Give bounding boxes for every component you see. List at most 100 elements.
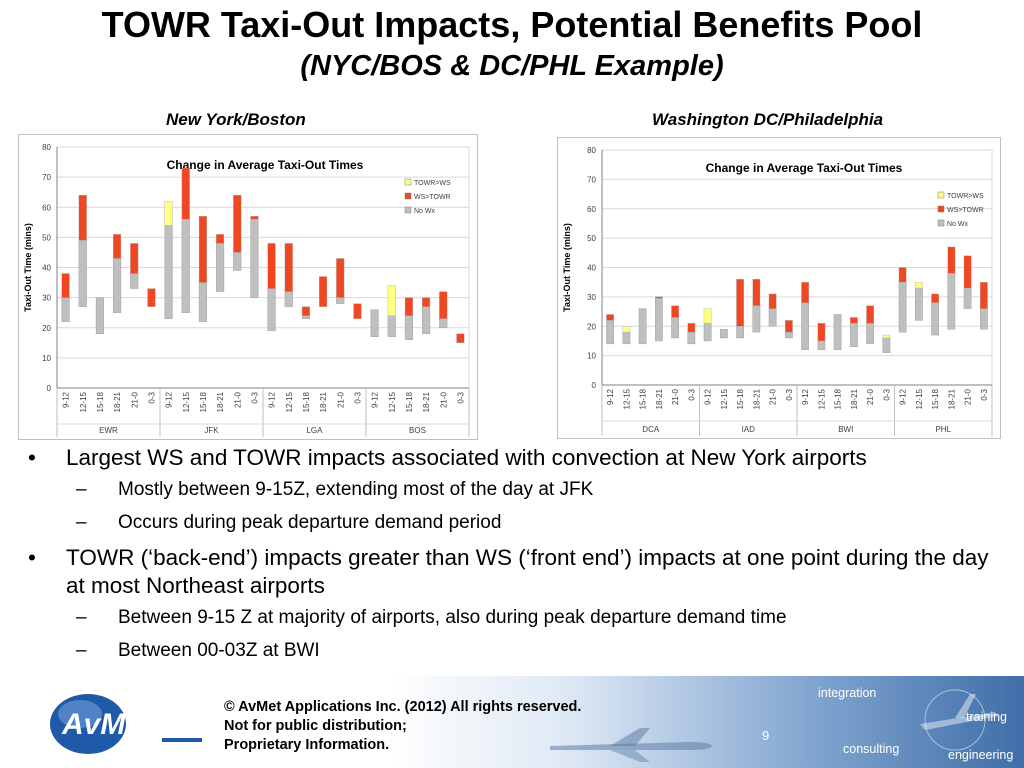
bar-segment-no-wx bbox=[61, 297, 70, 322]
bar-segment-towr-ws bbox=[915, 281, 923, 289]
footer-word-integration: integration bbox=[818, 686, 877, 700]
group-label: DCA bbox=[642, 425, 660, 434]
bar-segment-ws-towr bbox=[817, 323, 826, 342]
bar-segment-no-wx bbox=[931, 302, 939, 336]
y-axis-label: Taxi-Out Time (mins) bbox=[23, 223, 33, 312]
x-tick-label: 9-12 bbox=[165, 391, 174, 408]
sub-bullet-2-1-text: Between 9-15 Z at majority of airports, … bbox=[118, 607, 787, 628]
group-label: BWI bbox=[838, 425, 853, 434]
bar-segment-ws-towr bbox=[404, 297, 413, 316]
bar-segment-no-wx bbox=[801, 302, 809, 350]
bar-segment-no-wx bbox=[687, 331, 696, 345]
bar-segment-no-wx bbox=[606, 320, 614, 345]
x-tick-label: 9-12 bbox=[606, 388, 615, 405]
bar-segment-no-wx bbox=[233, 252, 242, 271]
bullet-1: • Largest WS and TOWR impacts associated … bbox=[28, 445, 867, 470]
bar-segment-ws-towr bbox=[233, 195, 242, 253]
chart-svg: 0 10 20 30 40 50 60 70 80 Taxi-Out Time (mins) Cha… bbox=[562, 146, 993, 436]
x-tick-label: 9-12 bbox=[704, 388, 713, 405]
x-tick-label: 21-0 bbox=[439, 391, 448, 408]
legend-label: TOWR>WS bbox=[947, 193, 984, 200]
y-tick-label: 10 bbox=[587, 352, 596, 361]
chart-title: Change in Average Taxi-Out Times bbox=[167, 158, 364, 172]
group-label: JFK bbox=[204, 426, 219, 435]
x-tick-label: 15-18 bbox=[96, 391, 105, 412]
y-tick-label: 40 bbox=[42, 264, 51, 273]
x-tick-label: 12-15 bbox=[817, 388, 826, 409]
legend-swatch bbox=[937, 191, 945, 199]
x-tick-label: 15-18 bbox=[931, 388, 940, 409]
sub-bullet-2-2: – Between 00-03Z at BWI bbox=[76, 640, 320, 661]
x-tick-label: 9-12 bbox=[62, 391, 71, 408]
bar-segment-no-wx bbox=[439, 318, 448, 328]
bullet-2-text: TOWR (‘back-end’) impacts greater than W… bbox=[66, 545, 989, 598]
sub-bullet-2-2-text: Between 00-03Z at BWI bbox=[118, 640, 320, 661]
chart-heading-ny-boston: New York/Boston bbox=[166, 110, 306, 129]
bar-segment-no-wx bbox=[130, 273, 139, 289]
x-tick-label: 18-21 bbox=[655, 388, 664, 409]
chart-svg: 0 10 20 30 40 50 60 70 80 Taxi-Out Time (mins) Cha… bbox=[23, 143, 470, 437]
bar-segment-ws-towr bbox=[456, 333, 465, 344]
x-tick-label: 18-21 bbox=[216, 391, 225, 412]
bullet-list: • Largest WS and TOWR impacts associated … bbox=[28, 444, 1008, 672]
bar-segment-ws-towr bbox=[687, 323, 696, 333]
y-tick-label: 80 bbox=[42, 143, 51, 152]
bar-segment-towr-ws bbox=[882, 334, 891, 339]
bar-segment-no-wx bbox=[198, 282, 207, 322]
bar-segment-ws-towr bbox=[61, 273, 70, 298]
bar-segment-ws-towr bbox=[181, 167, 190, 220]
bar-segment-no-wx bbox=[164, 225, 173, 319]
y-tick-label: 50 bbox=[587, 234, 596, 243]
bar-segment-no-wx bbox=[370, 309, 379, 337]
x-tick-label: 12-15 bbox=[388, 391, 397, 412]
legend-label: WS>TOWR bbox=[947, 207, 984, 214]
y-tick-label: 70 bbox=[587, 175, 596, 184]
footer-word-training: training bbox=[966, 710, 1007, 724]
y-tick-label: 30 bbox=[587, 293, 596, 302]
x-tick-label: 15-18 bbox=[639, 388, 648, 409]
bar-segment-no-wx bbox=[720, 328, 728, 339]
x-tick-label: 0-3 bbox=[250, 391, 259, 403]
bar-segment-ws-towr bbox=[785, 320, 793, 333]
bar-segment-no-wx bbox=[78, 240, 87, 307]
sub-bullet-1-1-text: Mostly between 9-15Z, extending most of … bbox=[118, 479, 594, 500]
y-tick-label: 50 bbox=[42, 233, 51, 242]
x-tick-label: 0-3 bbox=[353, 391, 362, 403]
group-label: EWR bbox=[99, 426, 118, 435]
x-tick-label: 9-12 bbox=[371, 391, 380, 408]
group-label: LGA bbox=[306, 426, 323, 435]
bar-segment-no-wx bbox=[866, 323, 874, 345]
bar-segment-ws-towr bbox=[931, 293, 939, 303]
bar-segment-no-wx bbox=[622, 331, 631, 345]
bar-segment-no-wx bbox=[216, 243, 225, 292]
y-tick-label: 0 bbox=[47, 384, 52, 393]
bar-segment-ws-towr bbox=[267, 243, 276, 289]
x-tick-label: 18-21 bbox=[113, 391, 122, 412]
bar-segment-no-wx bbox=[882, 337, 891, 353]
x-tick-label: 0-3 bbox=[882, 388, 891, 400]
bar-segment-ws-towr bbox=[130, 243, 139, 274]
legend-swatch bbox=[937, 205, 945, 213]
y-tick-label: 40 bbox=[587, 264, 596, 273]
bar-segment-ws-towr bbox=[147, 288, 156, 307]
x-tick-label: 18-21 bbox=[947, 388, 956, 409]
x-tick-label: 9-12 bbox=[268, 391, 277, 408]
copyright-notice: © AvMet Applications Inc. (2012) All rig… bbox=[224, 698, 581, 755]
x-tick-label: 9-12 bbox=[801, 388, 810, 405]
slide-subtitle: (NYC/BOS & DC/PHL Example) bbox=[300, 50, 724, 82]
legend-label: TOWR>WS bbox=[414, 180, 451, 187]
bar-segment-no-wx bbox=[336, 297, 345, 304]
bar-segment-no-wx bbox=[301, 315, 310, 319]
airplane-icon bbox=[550, 728, 712, 762]
avmet-logo: AvMet bbox=[50, 694, 202, 754]
bar-segment-ws-towr bbox=[963, 255, 972, 289]
x-tick-label: 15-18 bbox=[302, 391, 311, 412]
y-tick-label: 20 bbox=[587, 322, 596, 331]
bar-segment-towr-ws bbox=[622, 326, 631, 333]
x-tick-label: 15-18 bbox=[736, 388, 745, 409]
bar-segment-towr-ws bbox=[703, 308, 712, 324]
bar-segment-no-wx bbox=[785, 331, 793, 339]
bullet-1-text: Largest WS and TOWR impacts associated w… bbox=[66, 445, 867, 470]
x-tick-label: 18-21 bbox=[319, 391, 328, 412]
chart-dc-philadelphia: 0 10 20 30 40 50 60 70 80 Taxi-Out Time (mins) Cha… bbox=[557, 137, 1001, 439]
